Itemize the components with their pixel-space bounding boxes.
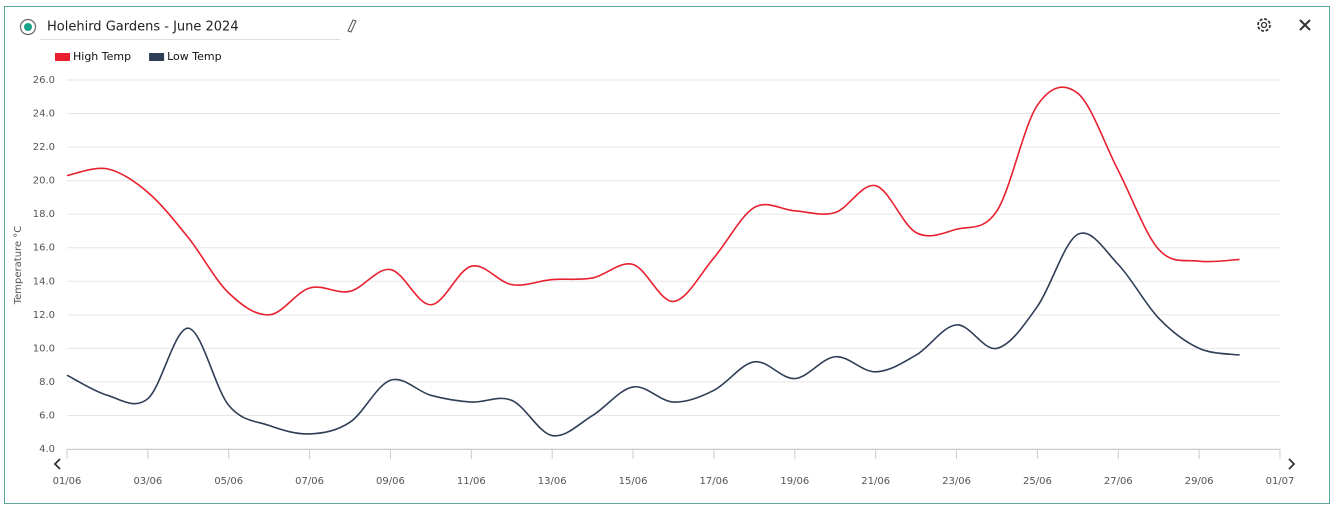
y-tick-label: 16.0 bbox=[33, 243, 55, 254]
y-tick-label: 14.0 bbox=[33, 276, 55, 287]
series-line bbox=[66, 86, 1240, 316]
x-tick-label: 11/06 bbox=[457, 476, 486, 487]
y-tick-label: 6.0 bbox=[39, 410, 55, 421]
legend-label: Low Temp bbox=[167, 50, 221, 63]
close-icon[interactable] bbox=[1299, 19, 1311, 31]
x-tick-label: 01/07 bbox=[1266, 476, 1295, 487]
legend-swatch bbox=[149, 53, 165, 61]
legend-label: High Temp bbox=[73, 50, 131, 63]
y-tick-label: 8.0 bbox=[39, 377, 55, 388]
prev-arrow[interactable] bbox=[53, 458, 61, 470]
y-tick-label: 24.0 bbox=[33, 109, 55, 120]
x-tick-label: 21/06 bbox=[861, 476, 890, 487]
y-tick-label: 10.0 bbox=[33, 343, 55, 354]
series-line bbox=[66, 232, 1240, 437]
x-tick-label: 15/06 bbox=[619, 476, 648, 487]
x-tick-label: 09/06 bbox=[376, 476, 405, 487]
x-tick-label: 27/06 bbox=[1104, 476, 1133, 487]
y-tick-label: 26.0 bbox=[33, 75, 55, 86]
x-tick-label: 17/06 bbox=[700, 476, 729, 487]
edit-icon[interactable] bbox=[347, 19, 357, 33]
gear-outer bbox=[1257, 18, 1271, 32]
y-tick-label: 20.0 bbox=[33, 176, 55, 187]
y-tick-label: 18.0 bbox=[33, 209, 55, 220]
status-dot bbox=[24, 23, 32, 31]
x-tick-label: 23/06 bbox=[942, 476, 971, 487]
y-axis-label: Temperature °C bbox=[13, 226, 24, 306]
x-tick-label: 25/06 bbox=[1023, 476, 1052, 487]
x-tick-label: 19/06 bbox=[780, 476, 809, 487]
next-arrow[interactable] bbox=[1288, 458, 1296, 470]
widget-border bbox=[4, 6, 1330, 504]
x-tick-label: 07/06 bbox=[295, 476, 324, 487]
x-tick-label: 29/06 bbox=[1185, 476, 1214, 487]
chart-title[interactable]: Holehird Gardens - June 2024 bbox=[47, 20, 239, 35]
x-tick-label: 13/06 bbox=[538, 476, 567, 487]
x-tick-label: 05/06 bbox=[214, 476, 243, 487]
x-tick-label: 03/06 bbox=[133, 476, 162, 487]
legend-swatch bbox=[55, 53, 70, 61]
y-tick-label: 4.0 bbox=[39, 444, 55, 455]
gear-inner bbox=[1260, 21, 1268, 29]
y-tick-label: 12.0 bbox=[33, 310, 55, 321]
x-tick-label: 01/06 bbox=[53, 476, 82, 487]
y-tick-label: 22.0 bbox=[33, 142, 55, 153]
settings-icon[interactable] bbox=[1257, 18, 1271, 32]
